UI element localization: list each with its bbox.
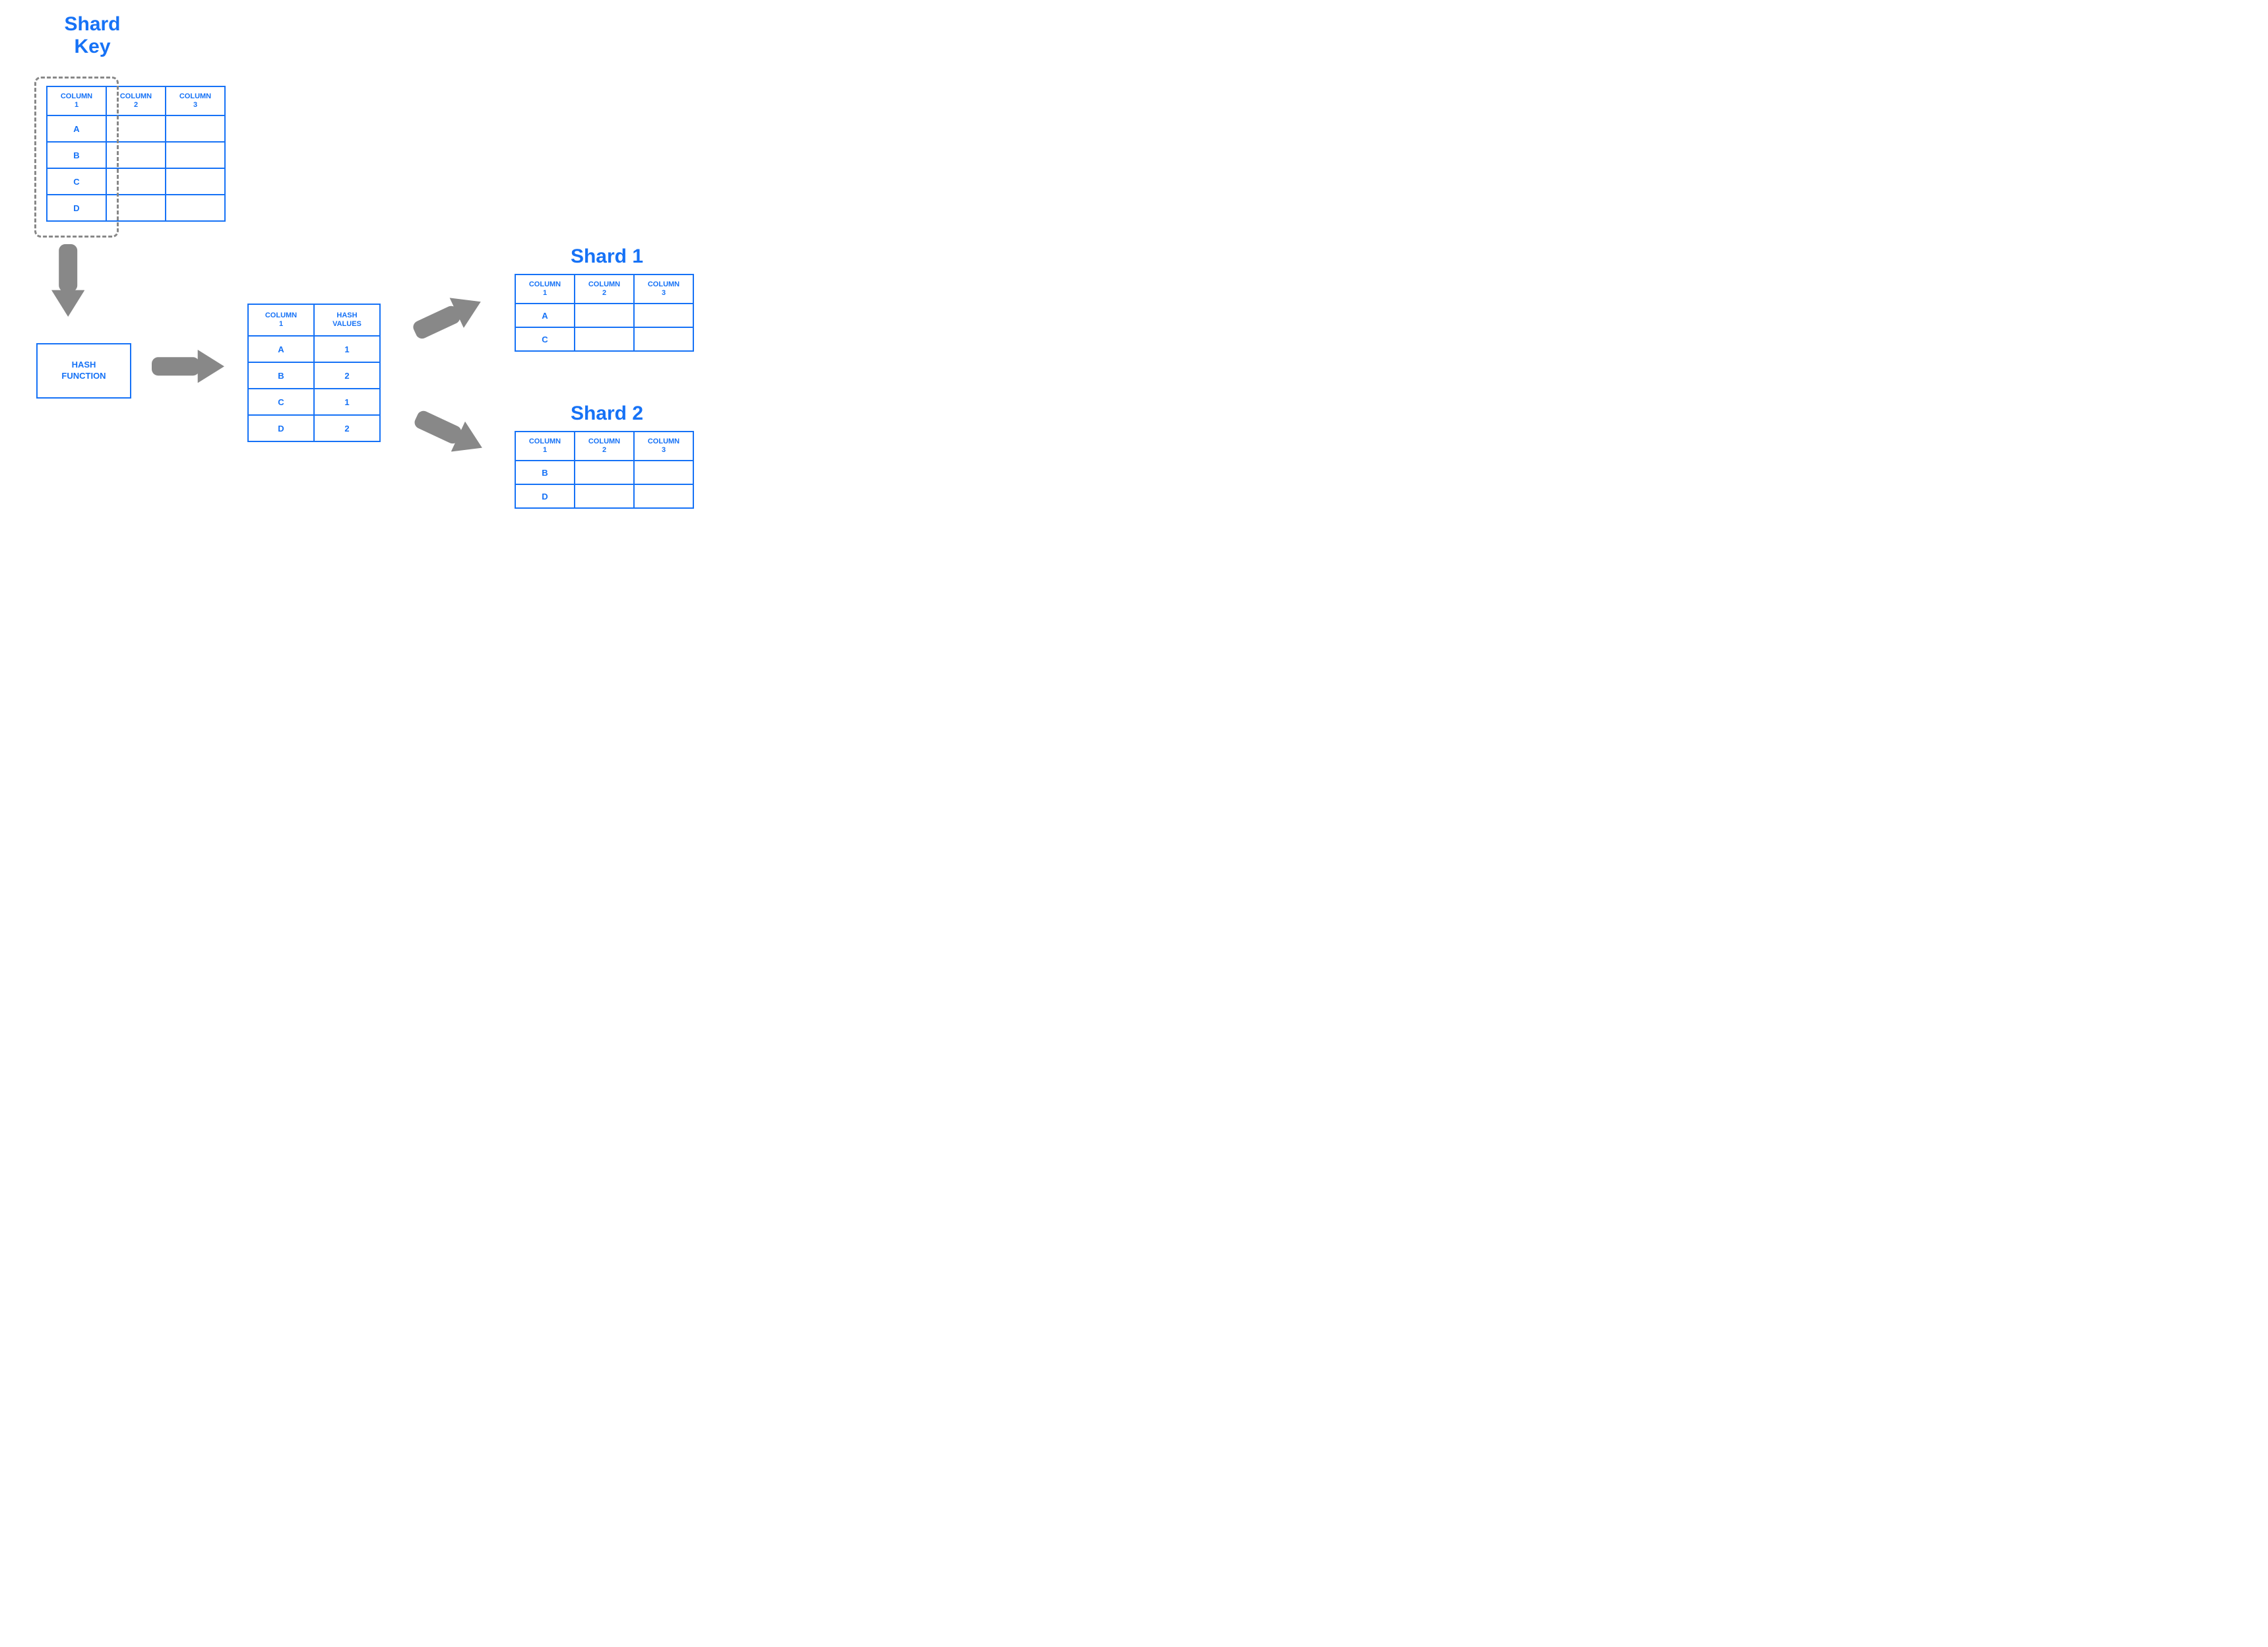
hash-table-header-1: HASHVALUES	[314, 304, 380, 336]
hash-table-cell: B	[248, 362, 314, 389]
shard1-table: COLUMN1COLUMN2COLUMN3 AC	[515, 274, 694, 352]
hash-table-cell: C	[248, 389, 314, 415]
hash-table: COLUMN1HASHVALUESA1B2C1D2	[247, 304, 381, 442]
shard-key-highlight	[34, 77, 119, 238]
hash-table-cell: 2	[314, 415, 380, 441]
hash-table-header-0: COLUMN1	[248, 304, 314, 336]
shard-key-title: ShardKey	[40, 13, 145, 58]
hash-table-cell: A	[248, 336, 314, 362]
hash-table-cell: 1	[314, 336, 380, 362]
arrow-hashtable-to-shard2	[408, 402, 489, 466]
hash-function-box: HASHFUNCTION	[36, 343, 131, 399]
shard2-table-cell	[634, 484, 693, 508]
shard1-table-header-2: COLUMN3	[634, 274, 693, 304]
arrow-hash-to-hashtable	[152, 350, 224, 386]
shard1-table-cell: A	[515, 304, 575, 327]
hash-table-cell: D	[248, 415, 314, 441]
hash-table-cell: 2	[314, 362, 380, 389]
shard2-table-cell	[634, 461, 693, 484]
shard1-table-row: A	[515, 304, 693, 327]
shard2-table-row: B	[515, 461, 693, 484]
hash-table-row: C1	[248, 389, 380, 415]
shard2-table-cell: D	[515, 484, 575, 508]
shard1-table-row: C	[515, 327, 693, 351]
arrow-hashtable-to-shard1	[408, 286, 489, 350]
shard2-table-header-0: COLUMN1	[515, 432, 575, 461]
source-table-header-2: COLUMN3	[166, 86, 225, 115]
shard2-table: COLUMN1COLUMN2COLUMN3 BD	[515, 431, 694, 509]
hash-table-row: A1	[248, 336, 380, 362]
source-table-cell	[166, 115, 225, 142]
hash-table-cell: 1	[314, 389, 380, 415]
shard2-table-header-2: COLUMN3	[634, 432, 693, 461]
shard2-title: Shard 2	[541, 403, 673, 425]
shard2-table-header-1: COLUMN2	[575, 432, 634, 461]
shard1-title: Shard 1	[541, 245, 673, 268]
shard1-table-cell	[634, 304, 693, 327]
shard2-table-row: D	[515, 484, 693, 508]
shard1-table-cell	[575, 327, 634, 351]
source-table-cell	[166, 195, 225, 221]
shard2-table-cell: B	[515, 461, 575, 484]
shard1-table-header-0: COLUMN1	[515, 274, 575, 304]
shard1-table-header-1: COLUMN2	[575, 274, 634, 304]
hash-table-row: B2	[248, 362, 380, 389]
shard1-table-cell	[575, 304, 634, 327]
shard2-table-cell	[575, 484, 634, 508]
shard1-table-cell	[634, 327, 693, 351]
hash-table-row: D2	[248, 415, 380, 441]
arrow-source-to-hash	[51, 244, 84, 320]
source-table-cell	[166, 168, 225, 195]
source-table-cell	[166, 142, 225, 168]
shard1-table-cell: C	[515, 327, 575, 351]
shard2-table-cell	[575, 461, 634, 484]
